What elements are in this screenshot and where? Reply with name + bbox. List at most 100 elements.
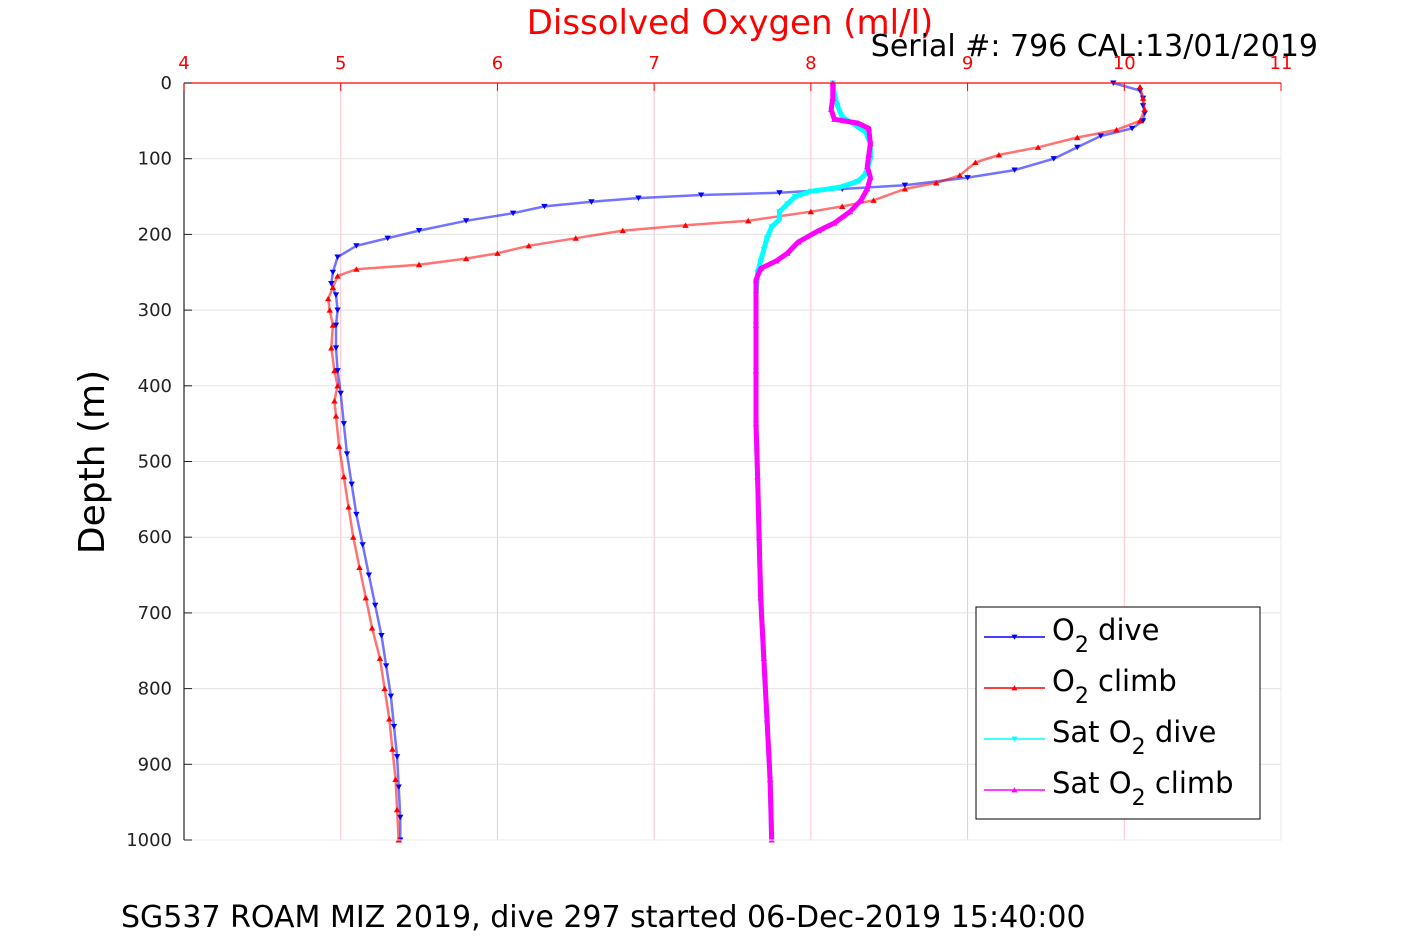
y-tick-label: 100 (138, 149, 172, 170)
data-point-sat_climb (773, 258, 780, 264)
series-o2_climb (324, 83, 1148, 843)
x-tick-label: 6 (492, 53, 503, 74)
data-point-o2_climb (682, 222, 689, 228)
data-point-sat_climb (763, 716, 771, 722)
legend-box (975, 606, 1261, 820)
data-point-o2_climb (1113, 127, 1120, 133)
data-point-o2_climb (345, 504, 352, 510)
data-point-sat_dive (776, 209, 783, 215)
data-point-o2_dive (1097, 133, 1104, 139)
legend-marker-sat_climb (1011, 787, 1018, 793)
data-point-o2_climb (329, 284, 337, 290)
y-tick-label: 700 (138, 603, 172, 624)
data-point-o2_dive (332, 292, 340, 298)
data-point-sat_climb (846, 208, 854, 215)
data-point-o2_climb (389, 746, 396, 752)
data-point-o2_dive (964, 175, 971, 181)
legend-marker-o2_dive (1011, 634, 1018, 640)
grid (183, 82, 1282, 841)
data-point-o2_climb (381, 685, 388, 692)
data-point-o2_dive (635, 195, 642, 201)
legend: O2 dive O2 climb Sat O2 dive Sat O2 climb (975, 606, 1261, 820)
data-point-sat_climb (752, 420, 760, 427)
chart-title: Dissolved Oxygen (ml/l) (527, 3, 934, 43)
x-tick-label: 11 (1270, 53, 1293, 74)
legend-label-o2_dive: O2 dive (1052, 613, 1160, 658)
data-point-o2_dive (390, 723, 398, 730)
data-point-sat_climb (757, 265, 764, 272)
data-point-sat_dive (834, 103, 841, 109)
data-point-o2_climb (462, 255, 470, 262)
y-tick-label: 1000 (126, 830, 172, 851)
y-tick-label: 400 (138, 376, 172, 397)
data-point-sat_dive (760, 246, 768, 253)
data-point-o2_climb (1136, 83, 1144, 90)
data-point-o2_climb (340, 473, 348, 480)
data-point-o2_climb (807, 208, 815, 215)
data-point-sat_climb (754, 473, 761, 480)
dive-caption: SG537 ROAM MIZ 2019, dive 297 started 06… (121, 900, 1086, 935)
ticks: 4 5 6 7 8 9 10 11 0 100 200 300 400 500 600 700 800 900 10… (126, 53, 1292, 851)
data-point-o2_climb (353, 266, 360, 272)
data-point-sat_dive (763, 235, 771, 242)
data-point-o2_climb (332, 413, 340, 419)
data-point-o2_dive (334, 307, 341, 313)
y-axis-label: Depth (m) (72, 370, 113, 554)
data-point-o2_climb (1139, 95, 1147, 101)
data-point-o2_climb (386, 716, 393, 722)
data-point-o2_dive (382, 663, 390, 669)
y-tick-label: 300 (138, 300, 172, 321)
serial-calibration-label: Serial #: 796 CAL:13/01/2019 (871, 29, 1318, 64)
data-point-o2_dive (337, 390, 344, 397)
data-point-o2_dive (365, 572, 373, 578)
data-point-o2_climb (329, 322, 337, 328)
data-point-sat_climb (766, 776, 774, 782)
data-point-o2_climb (393, 806, 401, 813)
series-line-o2_climb (326, 86, 1146, 841)
series-sat_climb (752, 80, 874, 843)
data-point-sat_climb (867, 140, 874, 147)
data-point-o2_dive (588, 199, 595, 205)
data-point-o2_climb (494, 250, 501, 256)
data-point-o2_climb (1136, 117, 1144, 124)
x-tick-label: 10 (1113, 53, 1136, 74)
data-point-o2_climb (870, 197, 877, 203)
data-point-o2_climb (415, 261, 423, 268)
data-point-sat_dive (791, 193, 799, 200)
data-point-o2_dive (329, 269, 337, 276)
data-point-o2_dive (340, 421, 348, 427)
data-point-o2_dive (371, 602, 379, 609)
data-point-o2_dive (348, 481, 355, 488)
data-point-sat_dive (839, 114, 846, 120)
data-point-sat_climb (815, 227, 822, 234)
data-point-o2_climb (525, 242, 532, 249)
data-point-sat_climb (828, 106, 835, 113)
data-point-o2_dive (332, 345, 340, 351)
data-point-o2_climb (335, 443, 343, 449)
data-point-o2_climb (334, 382, 341, 389)
data-point-o2_dive (415, 228, 423, 234)
data-point-sat_dive (768, 224, 775, 230)
data-point-o2_climb (376, 655, 384, 661)
y-tick-label: 600 (138, 527, 172, 548)
data-point-sat_climb (784, 250, 791, 256)
data-point-sat_dive (784, 201, 791, 207)
x-tick-label: 5 (335, 53, 346, 74)
data-point-sat_climb (829, 95, 836, 101)
data-point-o2_dive (697, 192, 705, 198)
y-tick-label: 200 (138, 224, 172, 245)
data-point-o2_climb (901, 186, 909, 192)
data-point-sat_dive (807, 188, 815, 195)
y-tick-label: 900 (138, 754, 172, 775)
data-point-sat_climb (865, 125, 873, 131)
data-point-o2_dive (541, 203, 548, 210)
data-point-sat_dive (835, 184, 843, 191)
data-point-o2_climb (324, 295, 332, 302)
data-point-o2_dive (353, 243, 360, 249)
data-point-o2_climb (1074, 134, 1081, 141)
data-point-o2_climb (350, 534, 357, 540)
data-point-o2_dive (378, 633, 385, 639)
data-point-sat_climb (757, 594, 764, 601)
data-point-o2_climb (334, 273, 341, 279)
